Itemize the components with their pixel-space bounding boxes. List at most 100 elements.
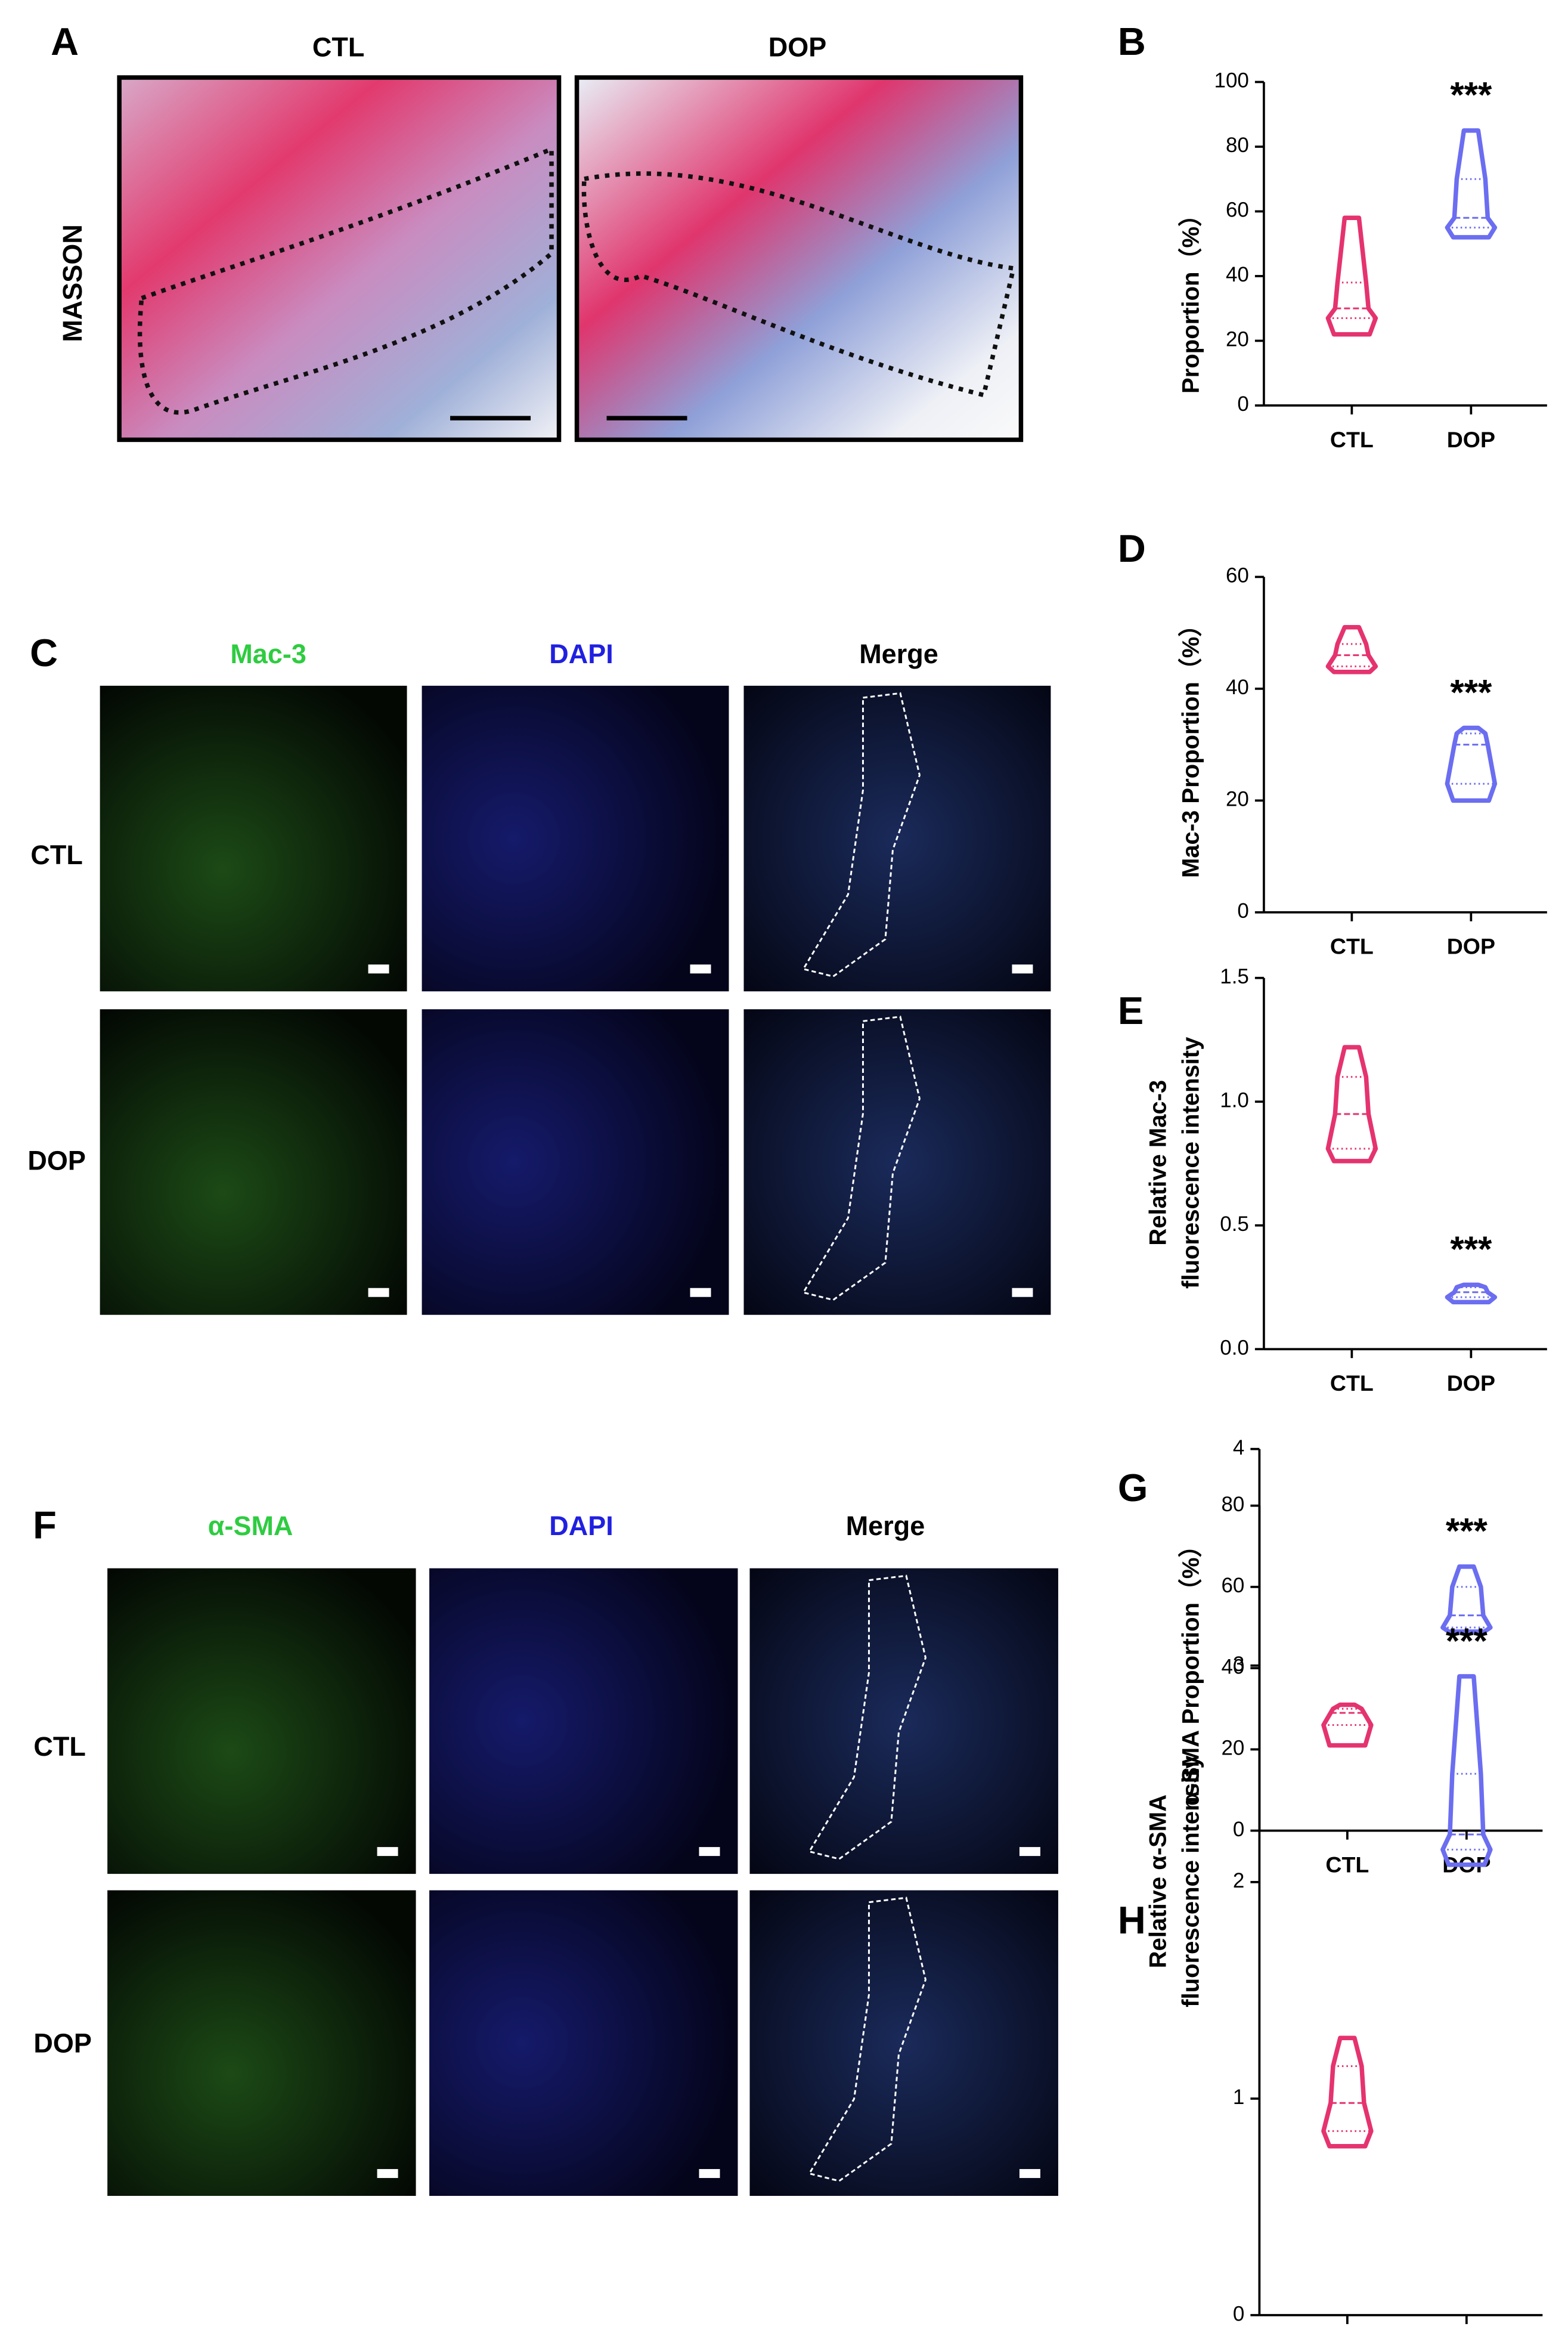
row-label: CTL bbox=[30, 840, 82, 870]
scale-bar bbox=[690, 1288, 711, 1297]
column-label: Merge bbox=[859, 639, 938, 669]
scale-bar bbox=[450, 416, 531, 420]
image bbox=[117, 75, 562, 443]
annotation: *** bbox=[1450, 1229, 1492, 1269]
column-label: CTL bbox=[312, 32, 364, 62]
outline bbox=[802, 692, 921, 977]
row-label: CTL bbox=[33, 1731, 85, 1762]
image bbox=[107, 1890, 416, 2196]
y-tick-label: 0.5 bbox=[1220, 1212, 1249, 1236]
violin bbox=[1325, 1045, 1378, 1164]
y-tick-label: 3 bbox=[1233, 1653, 1244, 1676]
panel-letter: G bbox=[1118, 1466, 1148, 1509]
chart: 0.0 0.5 1.0 1.5 Relative Mac-3 fluorescence i… bbox=[1145, 965, 1547, 1396]
violin bbox=[1325, 215, 1378, 337]
y-axis-label: Mac-3 Proportion（%） bbox=[1177, 613, 1204, 878]
scale-bar bbox=[1019, 2169, 1040, 2179]
y-tick-label: 20 bbox=[1226, 328, 1249, 351]
panel-letter: A bbox=[51, 20, 79, 63]
row-label: DOP bbox=[27, 1146, 85, 1176]
image bbox=[422, 1009, 729, 1315]
x-tick-label: CTL bbox=[1325, 1852, 1369, 1877]
scale-bar bbox=[1012, 1288, 1033, 1297]
scale-bar bbox=[690, 964, 711, 974]
panel-letter: F bbox=[33, 1503, 57, 1546]
masson-panels bbox=[117, 75, 1024, 443]
y-tick-label: 0 bbox=[1233, 2302, 1244, 2325]
y-axis-label: fluorescence intensity bbox=[1177, 1037, 1204, 1289]
y-tick-label: 2 bbox=[1233, 1869, 1244, 1892]
scale-bar bbox=[368, 964, 389, 974]
image bbox=[107, 1568, 416, 1874]
panel-letter: C bbox=[30, 631, 58, 675]
y-tick-label: 20 bbox=[1226, 788, 1249, 811]
violin bbox=[1445, 725, 1498, 803]
y-tick-label: 80 bbox=[1221, 1493, 1244, 1516]
x-tick-label: DOP bbox=[1447, 1370, 1495, 1396]
image bbox=[100, 1009, 407, 1315]
scale-bar bbox=[1012, 964, 1033, 974]
y-tick-label: 60 bbox=[1226, 564, 1249, 587]
y-axis-label: fluorescence intensity bbox=[1177, 1755, 1204, 2007]
outline bbox=[137, 146, 554, 415]
image bbox=[749, 1890, 1058, 2196]
scale-bar bbox=[606, 416, 687, 420]
annotation: *** bbox=[1446, 1621, 1488, 1661]
y-tick-label: 100 bbox=[1214, 69, 1249, 92]
violin bbox=[1445, 128, 1498, 240]
column-label: Mac-3 bbox=[230, 639, 306, 669]
image bbox=[574, 75, 1024, 443]
panel-letter: H bbox=[1118, 1898, 1146, 1942]
y-tick-label: 1 bbox=[1233, 2086, 1244, 2109]
outline bbox=[802, 1016, 921, 1301]
violin bbox=[1445, 1282, 1498, 1305]
y-axis-label: Relative α-SMA bbox=[1145, 1795, 1171, 1968]
scale-bar bbox=[377, 2169, 398, 2179]
y-axis-label: α-SMA Proportion（%） bbox=[1177, 1534, 1204, 1806]
x-tick-label: DOP bbox=[1447, 427, 1495, 452]
outline bbox=[808, 1896, 927, 2182]
row-label: MASSON bbox=[57, 224, 88, 342]
y-tick-label: 0 bbox=[1237, 899, 1248, 923]
column-label: α-SMA bbox=[208, 1511, 293, 1541]
panel-letter: D bbox=[1118, 527, 1146, 570]
outline bbox=[581, 171, 1017, 398]
scale-bar bbox=[699, 1847, 720, 1857]
image bbox=[749, 1568, 1058, 1874]
scale-bar bbox=[368, 1288, 389, 1297]
panel-letter: B bbox=[1118, 20, 1146, 63]
column-label: DOP bbox=[768, 32, 826, 62]
x-tick-label: CTL bbox=[1330, 427, 1374, 452]
row-label: DOP bbox=[33, 2028, 91, 2058]
fluorescence-panels bbox=[100, 685, 1058, 2196]
x-tick-label: DOP bbox=[1442, 2337, 1490, 2339]
scale-bar bbox=[1019, 1847, 1040, 1857]
image bbox=[422, 685, 729, 992]
labels: A B C D E F G H CTL DOP MASSON Mac-3 DAP… bbox=[27, 20, 1148, 2058]
x-tick-label: CTL bbox=[1330, 934, 1374, 959]
violin bbox=[1321, 1702, 1374, 1748]
y-axis-label: Relative Mac-3 bbox=[1145, 1080, 1171, 1246]
violin bbox=[1440, 1674, 1493, 1867]
y-tick-label: 60 bbox=[1221, 1574, 1244, 1597]
y-tick-label: 40 bbox=[1226, 263, 1249, 286]
image bbox=[429, 1568, 738, 1874]
x-tick-label: DOP bbox=[1447, 934, 1495, 959]
y-tick-label: 1.0 bbox=[1220, 1089, 1249, 1112]
column-label: DAPI bbox=[549, 1511, 613, 1541]
annotation: *** bbox=[1450, 672, 1492, 712]
image bbox=[429, 1890, 738, 2196]
y-tick-label: 40 bbox=[1226, 676, 1249, 699]
y-tick-label: 0 bbox=[1237, 392, 1248, 416]
image bbox=[100, 685, 407, 992]
chart: 0 20 40 60 Mac-3 Proportion（%） CTL DOP *** bbox=[1177, 564, 1547, 959]
column-label: DAPI bbox=[549, 639, 613, 669]
x-tick-label: CTL bbox=[1330, 1370, 1374, 1396]
y-axis-label: Proportion（%） bbox=[1177, 203, 1204, 394]
annotation: *** bbox=[1450, 75, 1492, 115]
y-tick-label: 4 bbox=[1233, 1436, 1244, 1459]
column-label: Merge bbox=[846, 1511, 925, 1541]
scale-bar bbox=[699, 2169, 720, 2179]
